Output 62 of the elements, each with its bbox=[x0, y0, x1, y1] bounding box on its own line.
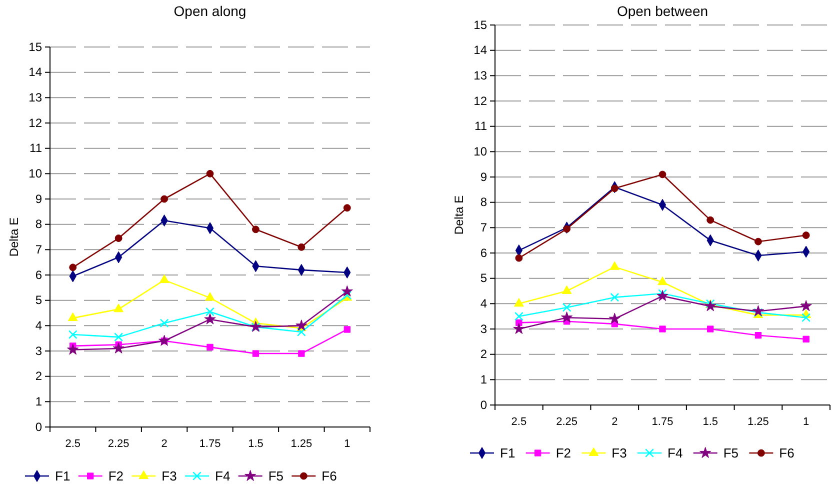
y-tick-label: 2 bbox=[35, 369, 42, 384]
y-tick-label: 6 bbox=[35, 268, 42, 282]
x-tick-label: 1.75 bbox=[652, 416, 674, 428]
y-tick-label: 11 bbox=[474, 119, 488, 134]
y-tick-label: 10 bbox=[28, 166, 42, 181]
y-tick-label: 0 bbox=[480, 398, 488, 412]
chart-title: Open along bbox=[174, 3, 246, 19]
x-tick-label: 1 bbox=[344, 438, 350, 450]
y-tick-label: 12 bbox=[474, 94, 488, 108]
legend-label: F1 bbox=[55, 468, 70, 484]
x-tick-label: 1.75 bbox=[199, 438, 221, 450]
legend-label: F5 bbox=[268, 468, 284, 484]
x-tick-label: 2.5 bbox=[511, 416, 527, 428]
y-tick-label: 2 bbox=[480, 347, 488, 362]
legend-label: F1 bbox=[500, 446, 516, 460]
y-tick-label: 8 bbox=[35, 217, 42, 232]
x-tick-label: 1.5 bbox=[702, 416, 718, 428]
y-tick-label: 1 bbox=[480, 372, 488, 387]
y-tick-label: 8 bbox=[480, 195, 488, 210]
legend-label: F6 bbox=[322, 468, 337, 484]
legend-label: F2 bbox=[108, 468, 124, 484]
y-tick-label: 10 bbox=[474, 144, 488, 159]
y-tick-label: 12 bbox=[28, 116, 42, 130]
y-tick-label: 9 bbox=[35, 192, 42, 206]
legend-label: F5 bbox=[723, 446, 739, 460]
y-tick-label: 13 bbox=[474, 68, 488, 83]
legend-label: F2 bbox=[556, 446, 572, 460]
y-tick-label: 3 bbox=[480, 322, 488, 336]
y-tick-label: 5 bbox=[480, 271, 488, 286]
y-tick-label: 13 bbox=[28, 90, 42, 105]
y-tick-label: 14 bbox=[28, 65, 42, 80]
x-tick-label: 1.25 bbox=[748, 416, 769, 428]
y-tick-label: 3 bbox=[35, 344, 42, 358]
y-tick-label: 1 bbox=[35, 394, 42, 409]
y-axis-title: Delta E bbox=[452, 195, 466, 235]
legend-label: F4 bbox=[668, 446, 683, 460]
y-tick-label: 4 bbox=[35, 318, 42, 333]
y-tick-label: 9 bbox=[480, 170, 488, 184]
x-tick-label: 1 bbox=[803, 416, 810, 428]
x-tick-label: 1.5 bbox=[248, 438, 264, 450]
x-tick-label: 2 bbox=[612, 416, 618, 428]
y-tick-label: 0 bbox=[35, 420, 42, 434]
x-tick-label: 2 bbox=[161, 438, 168, 450]
y-tick-label: 5 bbox=[35, 293, 42, 308]
x-tick-label: 1.25 bbox=[290, 438, 312, 450]
legend-label: F3 bbox=[612, 446, 627, 460]
y-tick-label: 4 bbox=[480, 296, 488, 311]
chart-title: Open between bbox=[616, 3, 708, 19]
legend-label: F4 bbox=[215, 468, 230, 484]
legend-label: F3 bbox=[162, 468, 177, 484]
x-tick-label: 2.25 bbox=[108, 438, 130, 450]
y-axis-title: Delta E bbox=[7, 217, 21, 257]
y-tick-label: 7 bbox=[35, 242, 42, 257]
y-tick-label: 7 bbox=[480, 220, 488, 235]
y-tick-label: 15 bbox=[474, 18, 488, 32]
y-tick-label: 14 bbox=[474, 43, 488, 58]
y-tick-label: 6 bbox=[480, 246, 488, 260]
y-tick-label: 11 bbox=[30, 141, 42, 156]
x-tick-label: 2.5 bbox=[65, 438, 81, 450]
legend-label: F6 bbox=[779, 446, 794, 460]
y-tick-label: 15 bbox=[28, 40, 42, 54]
x-tick-label: 2.25 bbox=[556, 416, 578, 428]
